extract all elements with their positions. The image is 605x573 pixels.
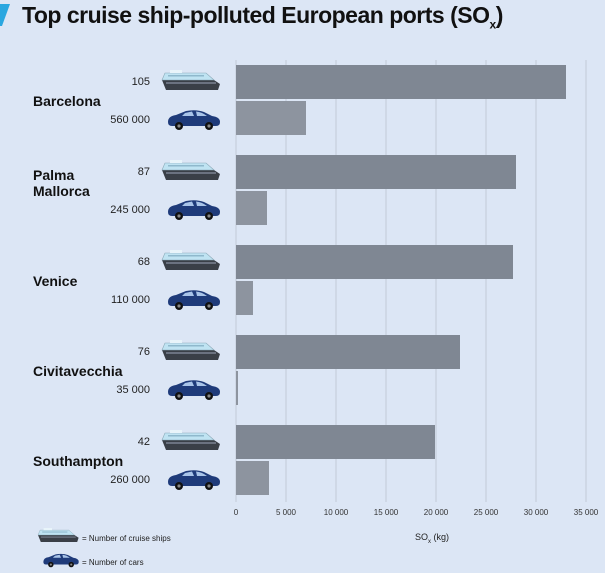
cruise-ship-count: 76: [138, 346, 150, 358]
car-icon: [168, 200, 220, 220]
car-icon: [168, 470, 220, 490]
cruise-ship-count: 87: [138, 166, 150, 178]
bar-cruise-ships: [236, 245, 513, 279]
bar-cars: [236, 461, 269, 495]
cruise-ship-count: 105: [132, 76, 150, 88]
title-end: ): [495, 2, 504, 28]
port-label: Venice: [33, 273, 78, 289]
category-labels: Barcelona 105 560 000 Palma Mallorca 87 245 00…: [33, 69, 221, 490]
x-tick-label: 25 000: [474, 508, 499, 517]
title-area: Top cruise ship-polluted European ports …: [0, 0, 605, 40]
x-tick-label: 10 000: [324, 508, 349, 517]
legend-label-cars: = Number of cars: [82, 558, 144, 567]
car-count: 245 000: [110, 204, 150, 216]
car-count: 560 000: [110, 114, 150, 126]
port-label: Civitavecchia: [33, 363, 123, 379]
car-count: 35 000: [116, 384, 150, 396]
car-count: 260 000: [110, 474, 150, 486]
car-icon: [168, 380, 220, 400]
bar-cruise-ships: [236, 155, 516, 189]
x-axis-label: SOx (kg): [415, 532, 449, 545]
bars: [236, 65, 566, 495]
x-tick-label: 5 000: [276, 508, 297, 517]
car-count: 110 000: [111, 294, 150, 306]
cruise-ship-icon: [161, 159, 221, 181]
bar-cruise-ships: [236, 65, 566, 99]
bar-cruise-ships: [236, 335, 460, 369]
port-label: Barcelona: [33, 93, 101, 109]
cruise-ship-icon: [161, 339, 221, 361]
x-tick-label: 15 000: [374, 508, 399, 517]
port-label: Southampton: [33, 453, 123, 469]
car-icon: [168, 110, 220, 130]
title-main: Top cruise ship-polluted European ports …: [22, 2, 490, 28]
title-subscript: x: [489, 17, 497, 32]
cruise-ship-icon: [161, 429, 221, 451]
x-tick-label: 30 000: [524, 508, 549, 517]
bar-cruise-ships: [236, 425, 435, 459]
bar-cars: [236, 371, 238, 405]
x-tick-label: 35 000: [574, 508, 599, 517]
x-axis: 0 5 000 10 000 15 000 20 000 25 000 30 000 35 0…: [234, 508, 599, 545]
car-icon: [168, 290, 220, 310]
cruise-ship-count: 42: [138, 436, 150, 448]
cruise-ship-icon: [37, 527, 79, 543]
cruise-ship-icon: [161, 69, 221, 91]
cruise-ship-count: 68: [138, 256, 150, 268]
car-icon: [43, 553, 79, 568]
port-label: Palma Mallorca: [33, 167, 90, 199]
legend: = Number of cruise ships = Number of cars: [37, 527, 171, 568]
bar-cars: [236, 281, 253, 315]
chart-title: Top cruise ship-polluted European ports …: [22, 2, 503, 32]
x-tick-label: 20 000: [424, 508, 449, 517]
bar-cars: [236, 191, 267, 225]
bar-cars: [236, 101, 306, 135]
cruise-ship-icon: [161, 249, 221, 271]
legend-label-ships: = Number of cruise ships: [82, 534, 171, 543]
x-tick-label: 0: [234, 508, 239, 517]
